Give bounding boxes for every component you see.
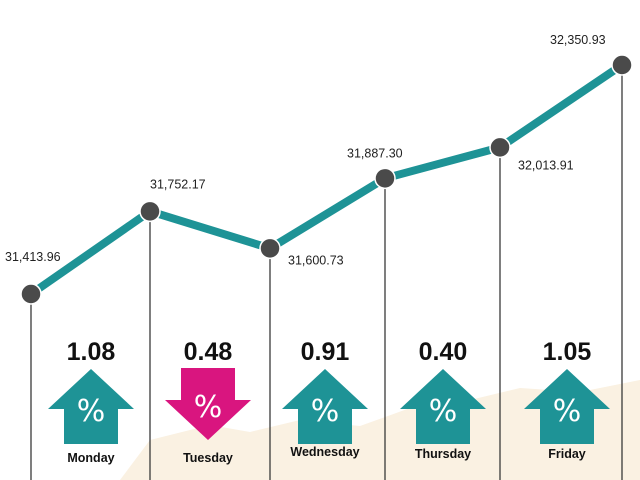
up-arrow-icon-monday	[48, 369, 134, 444]
data-point-5	[611, 54, 633, 76]
down-arrow-icon-tuesday	[165, 368, 251, 440]
day-panel-thursday: 0.40% Thursday	[400, 338, 486, 461]
day-panel-tuesday: 0.48% Tuesday	[165, 338, 251, 465]
day-panel-wednesday: 0.91% Wednesday	[282, 338, 368, 459]
value-label-4: 32,013.91	[518, 158, 574, 172]
percent-symbol-tuesday: %	[194, 390, 223, 425]
data-point-1	[139, 200, 161, 223]
day-panel-monday: 1.08% Monday	[48, 338, 134, 465]
series-line	[27, 61, 626, 298]
change-value-tuesday: 0.48	[184, 338, 233, 366]
value-label-3: 31,887.30	[347, 146, 403, 160]
change-value-wednesday: 0.91	[301, 338, 350, 366]
data-point-2	[259, 237, 281, 260]
data-point-3	[374, 167, 396, 190]
day-label-thursday: Thursday	[415, 447, 471, 461]
value-label-1: 31,752.17	[150, 177, 206, 191]
up-arrow-icon-thursday	[400, 369, 486, 444]
daily-change-panels: 1.08% Monday 0.48% Tuesday 0.91% Wednesday 0.4…	[48, 338, 610, 465]
value-labels: 31,413.96 31,752.17 31,600.73 31,887.30 32,0…	[5, 33, 606, 267]
change-value-thursday: 0.40	[419, 338, 468, 366]
value-label-5: 32,350.93	[550, 33, 606, 47]
day-label-wednesday: Wednesday	[290, 445, 359, 459]
day-label-friday: Friday	[548, 447, 586, 461]
day-label-monday: Monday	[67, 451, 114, 465]
up-arrow-icon-wednesday	[282, 369, 368, 444]
background-map	[120, 380, 640, 480]
data-point-4	[489, 136, 511, 159]
day-label-tuesday: Tuesday	[183, 451, 233, 465]
day-guide-lines	[30, 65, 623, 480]
series-line-layer	[27, 61, 626, 298]
data-point-0	[20, 283, 42, 305]
value-label-2: 31,600.73	[288, 253, 344, 267]
percent-symbol-friday: %	[553, 394, 582, 429]
data-points	[20, 54, 633, 305]
change-value-monday: 1.08	[67, 338, 116, 366]
change-value-friday: 1.05	[543, 338, 592, 366]
percent-symbol-thursday: %	[429, 394, 458, 429]
up-arrow-icon-friday	[524, 369, 610, 444]
percent-symbol-monday: %	[77, 394, 106, 429]
percent-symbol-wednesday: %	[311, 394, 340, 429]
day-panel-friday: 1.05% Friday	[524, 338, 610, 461]
value-label-0: 31,413.96	[5, 250, 61, 264]
